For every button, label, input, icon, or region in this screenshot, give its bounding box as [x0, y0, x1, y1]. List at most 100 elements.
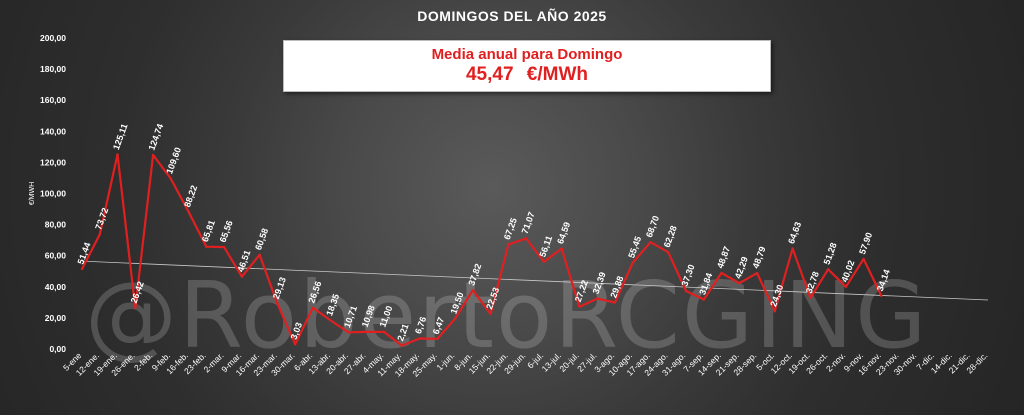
- data-point: [738, 282, 741, 285]
- y-axis-title: €/MWH: [29, 182, 36, 205]
- data-label: 57,90: [857, 231, 874, 256]
- data-label: 2,21: [395, 322, 410, 342]
- data-label: 109,60: [164, 146, 183, 175]
- data-label: 64,63: [786, 221, 803, 246]
- data-label: 37,82: [466, 262, 483, 287]
- x-tick-label: 1-jun.: [434, 350, 456, 372]
- y-tick-label: 200,00: [40, 33, 66, 43]
- data-point: [365, 330, 368, 334]
- data-label: 88,22: [182, 184, 199, 209]
- data-point: [489, 312, 492, 316]
- annual-average-label: Media anual para Domingo: [431, 46, 623, 63]
- data-point: [773, 310, 777, 313]
- annual-average-box: Media anual para Domingo 45,47 €/MWh: [283, 40, 771, 92]
- data-point: [418, 337, 421, 340]
- data-point: [98, 233, 101, 236]
- y-tick-label: 100,00: [40, 189, 66, 199]
- data-label: 32,39: [591, 271, 608, 296]
- y-tick-label: 180,00: [40, 64, 66, 74]
- data-point: [240, 275, 244, 278]
- data-label: 31,84: [697, 272, 714, 297]
- data-label: 26,56: [306, 280, 323, 305]
- data-point: [667, 250, 670, 254]
- data-label: 29,13: [271, 276, 288, 301]
- data-label: 71,07: [520, 211, 537, 236]
- data-point: [720, 271, 723, 275]
- chart-title: DOMINGOS DEL AÑO 2025: [417, 8, 607, 24]
- data-label: 46,51: [235, 249, 252, 274]
- data-label: 42,29: [733, 255, 750, 280]
- data-label: 18,35: [324, 293, 341, 318]
- data-label: 65,81: [200, 219, 217, 244]
- data-point: [560, 247, 563, 250]
- data-point: [80, 267, 84, 271]
- data-point: [116, 153, 119, 156]
- data-point: [542, 260, 546, 263]
- data-label: 34,14: [875, 268, 892, 293]
- series-line: [81, 153, 883, 347]
- data-point: [205, 245, 208, 248]
- data-point: [293, 343, 297, 346]
- data-label: 67,25: [502, 217, 519, 242]
- data-label: 124,74: [147, 122, 166, 151]
- data-point: [258, 253, 261, 256]
- data-point: [400, 344, 403, 347]
- y-tick-label: 40,00: [45, 282, 67, 292]
- data-point: [649, 240, 652, 244]
- data-label: 26,42: [129, 280, 146, 305]
- data-point: [880, 294, 883, 298]
- y-tick-label: 140,00: [40, 126, 66, 136]
- x-tick-label: 2-nov.: [824, 350, 847, 373]
- data-label: 19,50: [449, 291, 466, 316]
- data-point: [631, 261, 634, 264]
- data-point: [453, 317, 457, 320]
- data-label: 11,00: [377, 304, 394, 328]
- annual-average-unit: €/MWh: [526, 64, 589, 85]
- annual-average-value-row: 45,47 €/MWh: [284, 64, 770, 86]
- data-point: [187, 210, 190, 214]
- y-tick-label: 160,00: [40, 95, 66, 105]
- data-label: 65,56: [218, 219, 235, 244]
- data-point: [169, 177, 173, 180]
- data-label: 73,72: [93, 206, 110, 231]
- data-label: 60,58: [253, 227, 270, 252]
- data-point: [862, 257, 865, 261]
- data-label: 37,30: [679, 263, 696, 288]
- data-point: [578, 305, 581, 308]
- data-point: [276, 302, 279, 305]
- data-point: [524, 237, 528, 240]
- data-point: [471, 288, 475, 292]
- data-label: 10,71: [342, 304, 359, 329]
- data-label: 6,76: [413, 315, 428, 335]
- data-point: [311, 306, 315, 309]
- annual-average-value: 45,47: [465, 64, 514, 85]
- data-label: 62,28: [662, 224, 679, 249]
- data-point: [844, 285, 848, 288]
- data-label: 24,30: [768, 283, 785, 308]
- data-point: [329, 319, 332, 322]
- data-point: [613, 301, 617, 304]
- data-point: [382, 330, 386, 334]
- data-label: 22,53: [484, 286, 501, 311]
- y-tick-label: 0,00: [49, 344, 66, 354]
- trendline: [81, 260, 989, 301]
- data-point: [684, 289, 688, 293]
- data-label: 51,28: [822, 241, 839, 266]
- data-label: 55,45: [626, 235, 643, 260]
- data-point: [595, 297, 599, 300]
- data-point: [436, 337, 439, 341]
- data-point: [755, 271, 759, 275]
- data-label: 48,79: [751, 245, 768, 270]
- data-label: 68,70: [644, 214, 661, 239]
- data-label: 64,59: [555, 221, 572, 246]
- data-label: 32,78: [804, 270, 821, 295]
- data-label: 40,02: [839, 259, 856, 284]
- data-point: [507, 243, 510, 246]
- data-label: 125,11: [111, 122, 130, 151]
- y-tick-label: 120,00: [40, 157, 66, 167]
- data-point: [347, 331, 350, 334]
- y-tick-label: 60,00: [45, 251, 67, 261]
- x-tick-label: 2-feb.: [132, 350, 154, 372]
- data-point: [151, 153, 155, 157]
